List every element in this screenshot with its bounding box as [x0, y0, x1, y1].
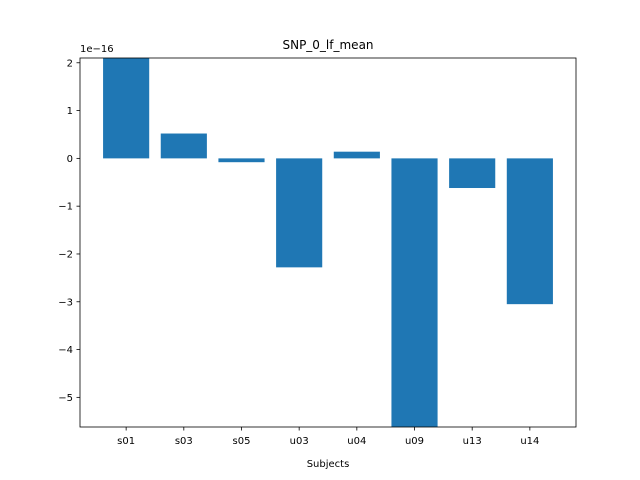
x-tick-label-s01: s01: [117, 436, 135, 447]
x-tick-label-u03: u03: [290, 436, 309, 447]
bar-u03: [276, 158, 323, 268]
x-tick-label-u09: u09: [405, 436, 424, 447]
x-tick-label-u04: u04: [347, 436, 366, 447]
bar-u13: [449, 158, 496, 189]
y-tick-label: −4: [58, 345, 73, 356]
x-axis-label: Subjects: [307, 459, 350, 470]
bars-group: [103, 58, 553, 427]
y-tick-label: −1: [58, 202, 73, 213]
x-axis: s01 s03 s05 u03 u04 u09 u13 u14: [117, 427, 539, 447]
bar-u04: [333, 151, 380, 159]
y-tick-label: 1: [67, 106, 73, 117]
y-tick-label: 0: [67, 154, 73, 165]
bar-s05: [218, 158, 265, 163]
bar-u09: [391, 158, 438, 427]
bar-s03: [160, 133, 207, 159]
x-tick-label-u14: u14: [520, 436, 539, 447]
x-tick-label-s03: s03: [175, 436, 193, 447]
y-offset-text: 1e−16: [80, 44, 114, 55]
y-tick-label: 2: [67, 58, 73, 69]
x-tick-label-s05: s05: [233, 436, 251, 447]
bar-s01: [103, 58, 150, 159]
bar-u14: [506, 158, 553, 305]
y-tick-label: −3: [58, 297, 73, 308]
x-tick-label-u13: u13: [463, 436, 482, 447]
chart-title: SNP_0_lf_mean: [282, 38, 373, 52]
y-tick-label: −2: [58, 249, 73, 260]
y-axis: −5 −4 −3 −2 −1 0 1 2: [58, 58, 80, 404]
y-tick-label: −5: [58, 393, 73, 404]
plot-frame: [79, 57, 577, 428]
